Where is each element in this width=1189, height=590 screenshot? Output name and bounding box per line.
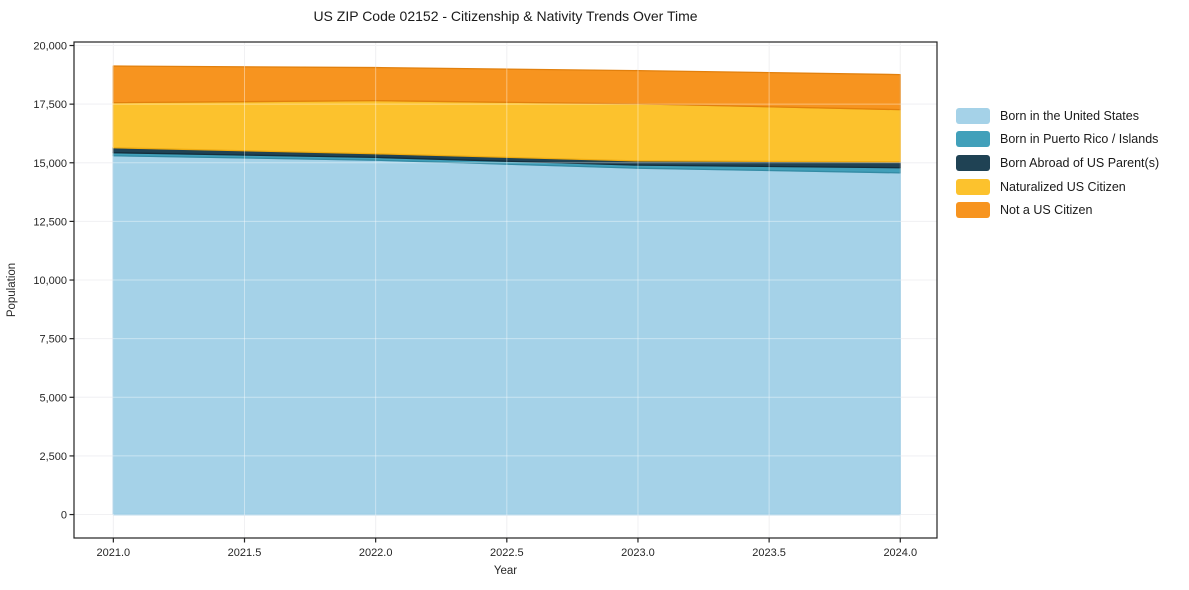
x-tick-label: 2023.5 [752, 547, 786, 559]
legend-item: Born in the United States [956, 104, 1159, 128]
area-series-4 [112, 65, 901, 111]
legend: Born in the United States Born in Puerto … [956, 104, 1159, 222]
grid-over [74, 42, 937, 538]
x-tick-label: 2022.0 [359, 547, 393, 559]
legend-label: Not a US Citizen [1000, 203, 1093, 218]
legend-label: Born Abroad of US Parent(s) [1000, 155, 1160, 170]
legend-swatch [956, 154, 990, 171]
x-tick-label: 2021.0 [97, 547, 131, 559]
legend-swatch [956, 202, 990, 219]
y-tick-label: 10,000 [33, 275, 67, 287]
x-tick-label: 2022.5 [490, 547, 524, 559]
y-tick-label: 2,500 [39, 451, 67, 463]
plot-border [73, 41, 938, 539]
legend-item: Born in Puerto Rico / Islands [956, 128, 1159, 152]
legend-swatch [956, 178, 990, 195]
y-tick-label: 17,500 [33, 99, 67, 111]
x-axis-label: Year [494, 565, 517, 577]
y-tick-label: 0 [61, 510, 67, 522]
y-tick-label: 7,500 [39, 334, 67, 346]
ticks: 0 2,500 5,000 7,500 10,000 12,500 15,000 17,500… [33, 41, 917, 559]
legend-swatch [956, 107, 990, 124]
x-tick-label: 2021.5 [228, 547, 262, 559]
y-tick-label: 5,000 [39, 392, 67, 404]
x-tick-label: 2023.0 [621, 547, 655, 559]
y-tick-label: 15,000 [33, 158, 67, 170]
y-tick-label: 12,500 [33, 216, 67, 228]
y-tick-label: 20,000 [33, 41, 67, 53]
legend-label: Born in the United States [1000, 108, 1139, 123]
x-tick-label: 2024.0 [883, 547, 917, 559]
chart-title: US ZIP Code 02152 - Citizenship & Nativi… [313, 8, 698, 24]
legend-label: Born in Puerto Rico / Islands [1000, 132, 1159, 147]
y-axis-label: Population [6, 263, 18, 317]
legend-swatch [956, 131, 990, 148]
legend-item: Not a US Citizen [956, 198, 1159, 222]
legend-item: Born Abroad of US Parent(s) [956, 151, 1159, 175]
area-series-group [112, 65, 901, 516]
legend-item: Naturalized US Citizen [956, 175, 1159, 199]
legend-label: Naturalized US Citizen [1000, 179, 1126, 194]
